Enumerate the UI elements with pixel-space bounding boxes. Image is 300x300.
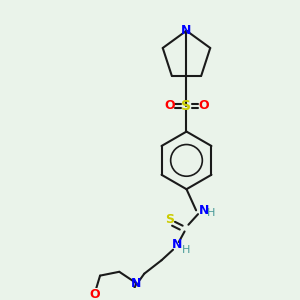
Text: N: N — [172, 238, 182, 251]
Text: O: O — [89, 288, 100, 300]
Text: H: H — [207, 208, 216, 218]
Text: N: N — [199, 204, 209, 217]
Text: N: N — [181, 24, 192, 37]
Text: S: S — [165, 213, 174, 226]
Text: S: S — [182, 99, 191, 112]
Text: H: H — [182, 245, 191, 255]
Text: O: O — [164, 99, 175, 112]
Text: O: O — [199, 99, 209, 112]
Text: N: N — [131, 277, 142, 290]
